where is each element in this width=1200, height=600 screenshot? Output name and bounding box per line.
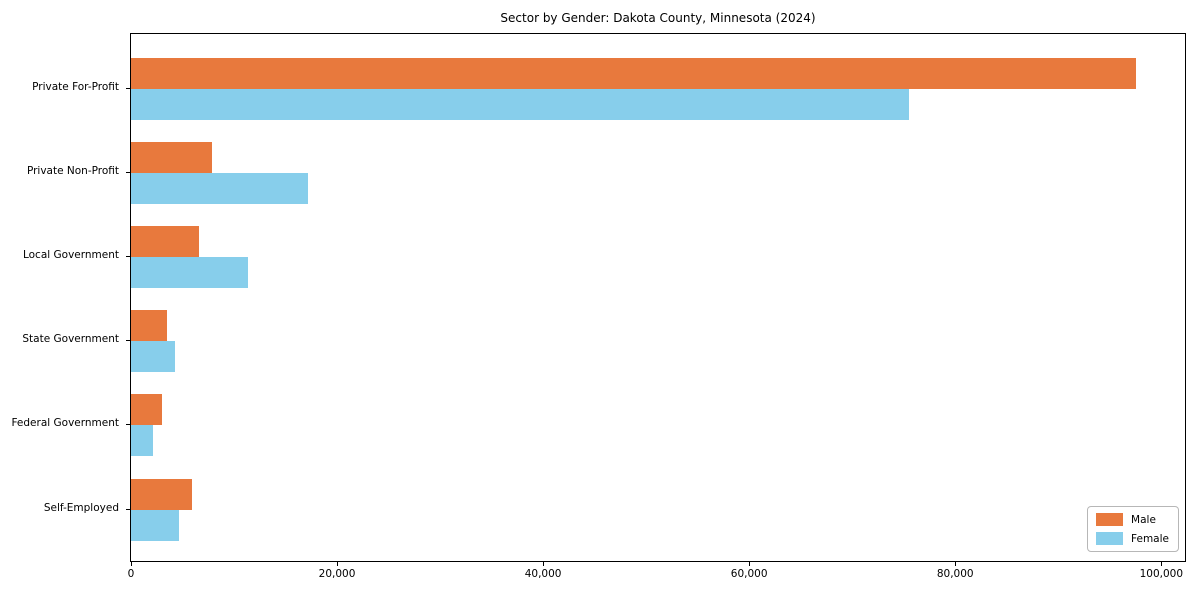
- bar-female-5: [131, 425, 153, 457]
- x-axis-label: 60,000: [730, 568, 768, 580]
- y-axis-tick: [126, 508, 130, 510]
- chart-title: Sector by Gender: Dakota County, Minneso…: [500, 11, 816, 25]
- bar-male-5: [131, 394, 162, 426]
- x-axis-label: 100,000: [1139, 568, 1184, 580]
- y-axis-label: Private For-Profit: [32, 81, 119, 93]
- y-axis-label: Local Government: [22, 249, 119, 262]
- bar-male-2: [131, 142, 212, 174]
- x-axis-label: 40,000: [524, 568, 562, 580]
- y-axis-label: Private Non-Profit: [26, 165, 119, 178]
- y-axis-tick: [126, 424, 130, 426]
- legend-swatch-female: [1096, 532, 1124, 545]
- bar-female-2: [131, 173, 308, 205]
- x-axis-tick: [131, 562, 132, 566]
- x-axis-tick: [543, 562, 545, 566]
- legend-swatch-male: [1096, 513, 1124, 526]
- bar-female-3: [131, 257, 248, 289]
- x-axis-label: 80,000: [936, 568, 974, 580]
- x-axis-tick: [955, 562, 957, 566]
- bar-male-6: [131, 478, 192, 510]
- x-axis-tick: [749, 562, 751, 566]
- bar-female-6: [131, 509, 179, 541]
- legend-label-male: Male: [1131, 513, 1156, 526]
- y-axis-label: Federal Government: [11, 417, 119, 430]
- x-axis-label: 20,000: [318, 568, 356, 580]
- x-axis-tick: [1161, 562, 1163, 566]
- bar-female-4: [131, 341, 175, 373]
- plot-area: Male Female: [130, 33, 1186, 562]
- x-axis-tick: [337, 562, 339, 566]
- legend: Male Female: [1087, 506, 1179, 552]
- x-axis-label: 0: [127, 568, 135, 580]
- bar-male-3: [131, 226, 199, 258]
- y-axis-tick: [126, 256, 130, 258]
- bar-male-4: [131, 310, 167, 342]
- y-axis-tick: [126, 172, 130, 174]
- y-axis-tick: [126, 340, 130, 342]
- y-axis-label: State Government: [22, 333, 119, 346]
- legend-item-male: Male: [1096, 513, 1169, 526]
- legend-label-female: Female: [1131, 532, 1169, 545]
- bar-male-1: [131, 58, 1136, 89]
- bar-female-1: [131, 89, 909, 120]
- y-axis-label: Self-Employed: [43, 501, 119, 514]
- y-axis-tick: [126, 88, 130, 89]
- legend-item-female: Female: [1096, 532, 1169, 545]
